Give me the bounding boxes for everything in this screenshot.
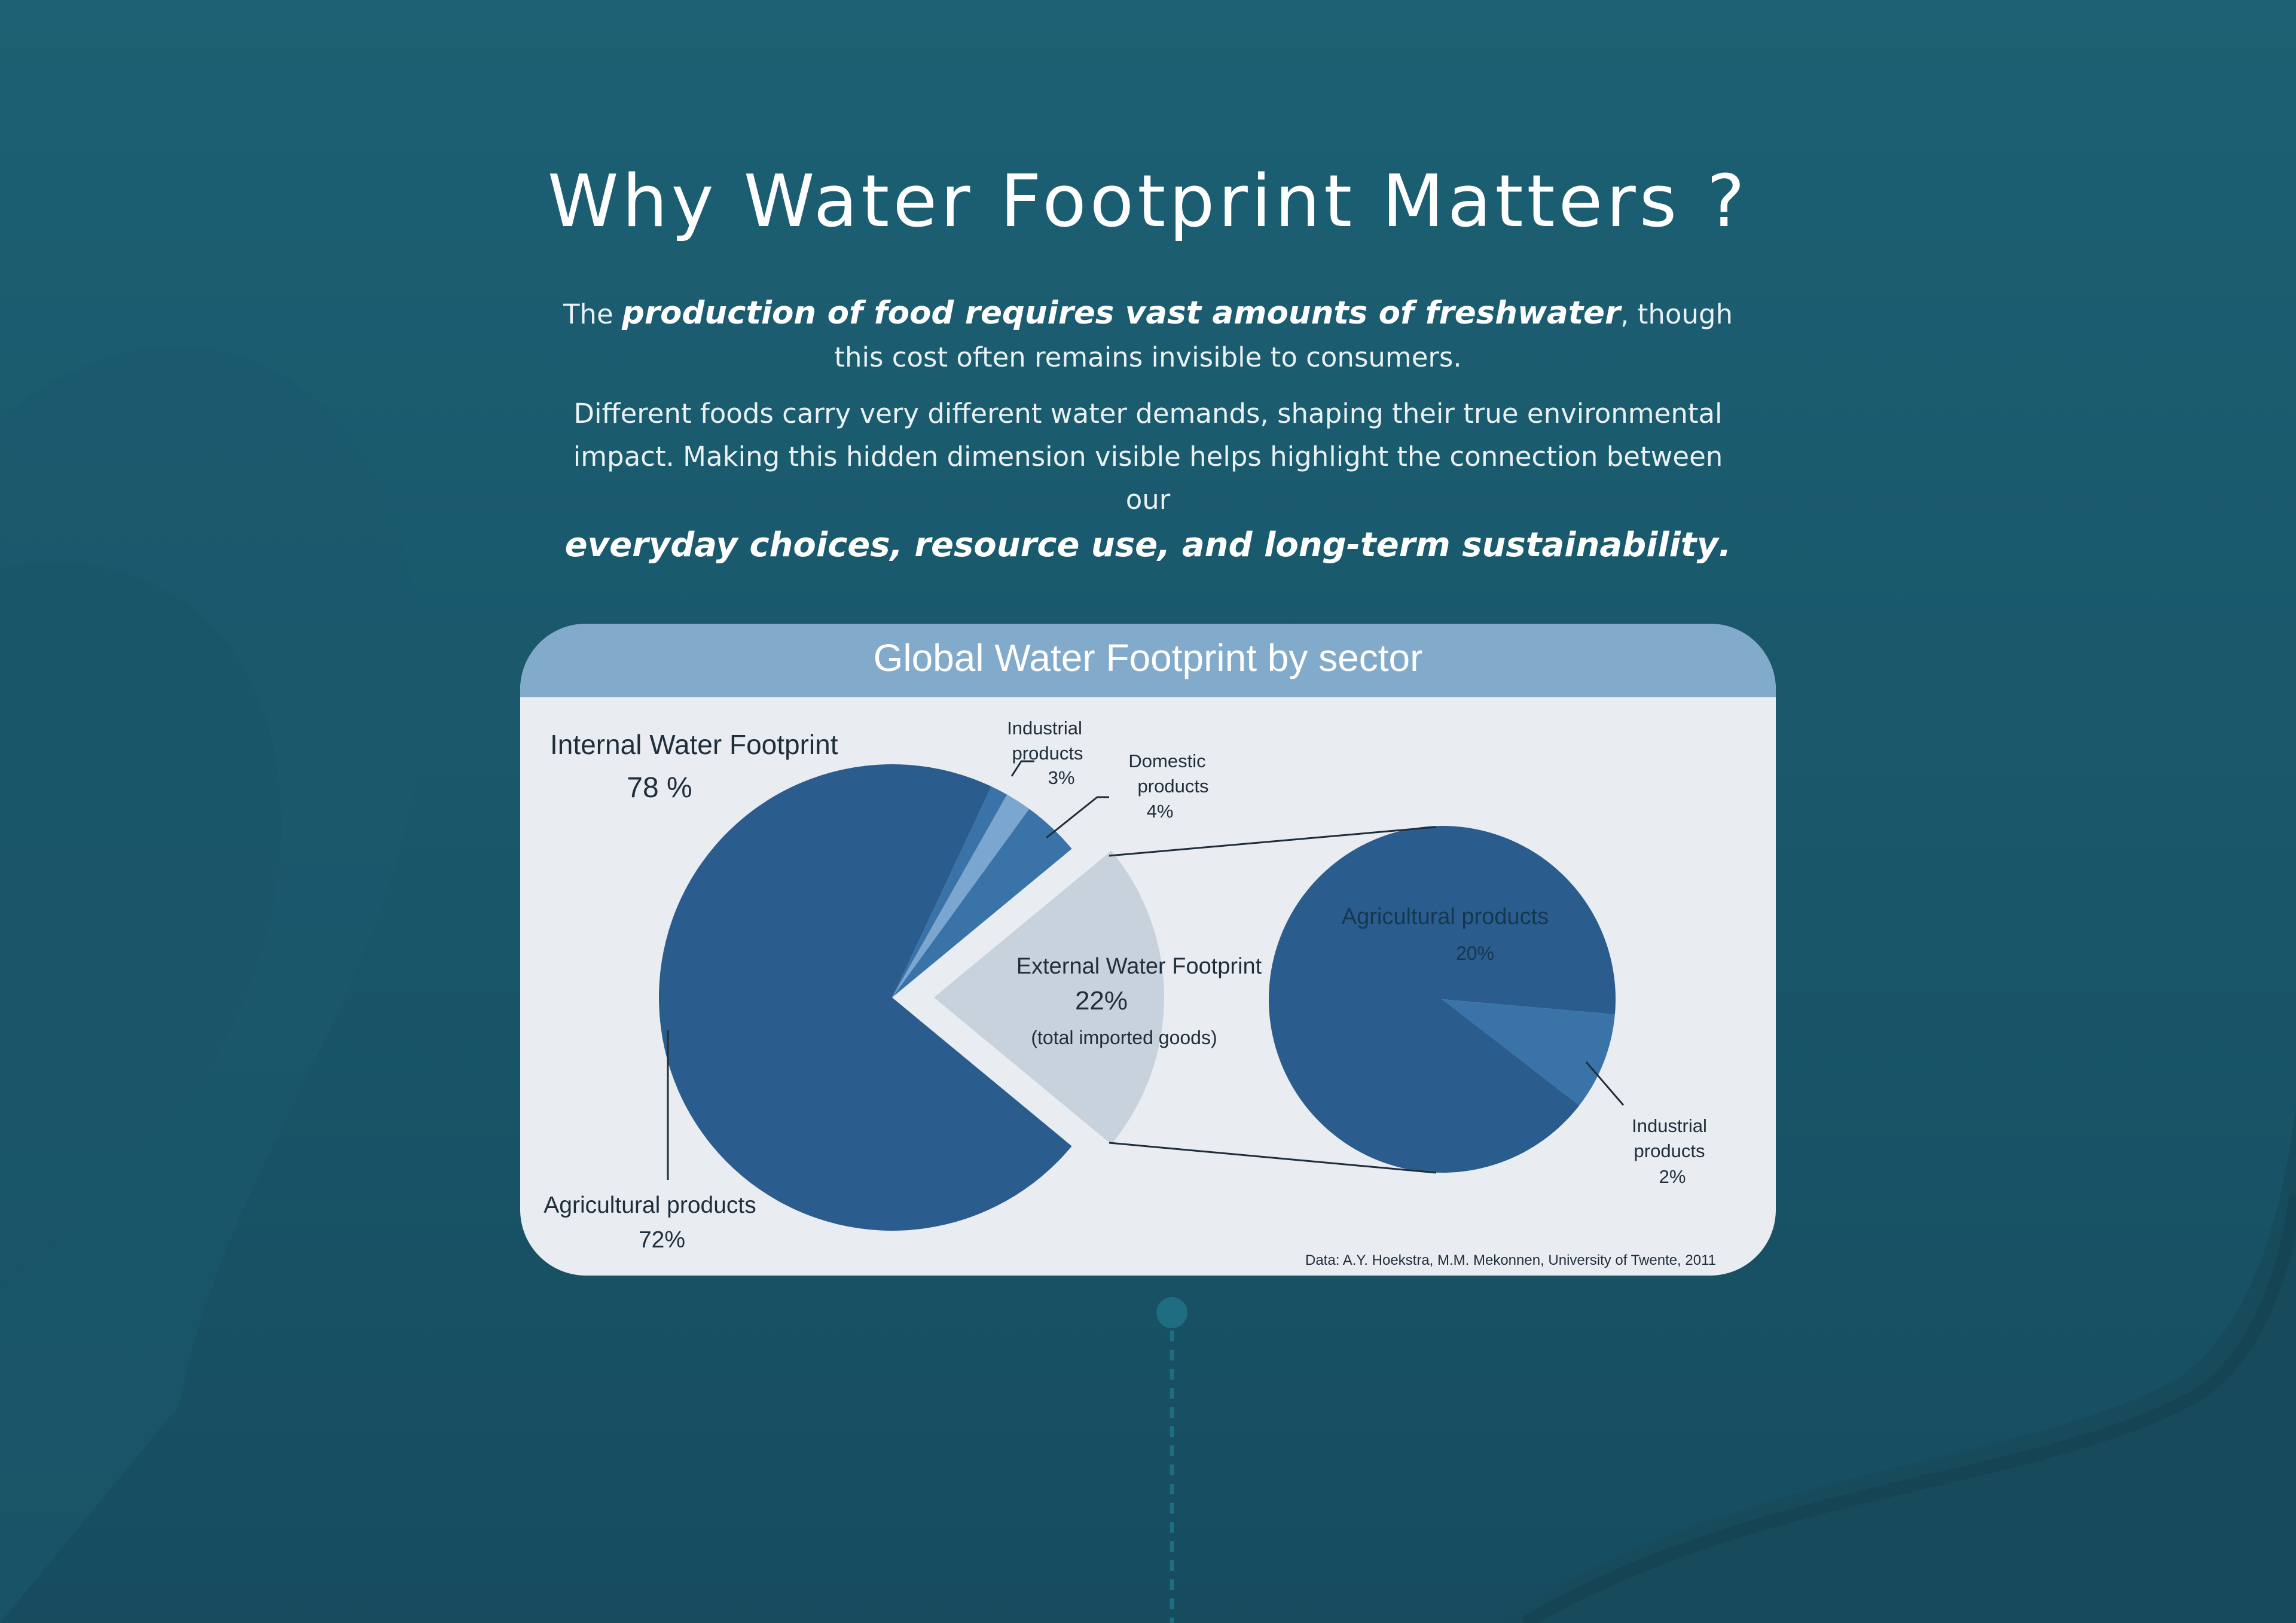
timeline-dot	[1156, 1297, 1187, 1328]
leader-lines	[667, 760, 1625, 1180]
domestic-label-pct: 4%	[1147, 801, 1174, 822]
zoom-line-top	[1109, 826, 1437, 857]
intro-emphasis-choices: everyday choices, resource use, and long…	[564, 526, 1719, 565]
intro-text-segment: , though this cost often remains invisib…	[834, 298, 1733, 373]
intro-text-segment: Different foods carry very different wat…	[573, 398, 1723, 515]
external-footprint-pct: 22%	[1075, 986, 1128, 1015]
zoom-line-bottom	[1109, 1142, 1437, 1174]
external-agricultural-pct: 20%	[1456, 942, 1494, 964]
industrial-label-line1: Industrial	[1007, 718, 1082, 739]
intro-paragraph-2: Different foods carry very different wat…	[550, 392, 1746, 569]
external-agricultural-label: Agricultural products	[1342, 904, 1549, 929]
chart-title: Global Water Footprint by sector	[873, 636, 1423, 679]
pie-slice-industrial-products	[892, 794, 1030, 997]
external-industrial-label-line1: Industrial	[1632, 1115, 1707, 1136]
intro-emphasis-production: production of food requires vast amounts…	[621, 295, 1621, 331]
pie-slice-agricultural-products	[659, 764, 1072, 1231]
intro-emphasis-period: .	[1718, 526, 1732, 565]
external-footprint-label: External Water Footprint	[1016, 954, 1262, 979]
domestic-label-line2: products	[1138, 776, 1209, 797]
data-source: Data: A.Y. Hoekstra, M.M. Mekonnen, Univ…	[1305, 1252, 1716, 1268]
domestic-label-line1: Domestic	[1128, 751, 1205, 771]
intro-text: The production of food requires vast amo…	[550, 292, 1746, 582]
breakdown-slice-industrial-products	[1442, 999, 1615, 1106]
background-wave-right-line	[1521, 1195, 2296, 1623]
pie-slice-external-footprint	[934, 850, 1164, 1145]
background-wave-right	[1495, 1106, 2296, 1623]
internal-footprint-label: Internal Water Footprint	[550, 729, 838, 760]
water-footprint-chart: Internal Water Footprint 78 % Industrial…	[544, 718, 1716, 1268]
intro-paragraph-1: The production of food requires vast amo…	[550, 292, 1746, 379]
leader-line-domestic	[1046, 796, 1109, 839]
external-industrial-label-line2: products	[1634, 1140, 1705, 1161]
industrial-label-pct: 3%	[1048, 767, 1075, 788]
internal-footprint-pct: 78 %	[627, 772, 692, 804]
agricultural-label: Agricultural products	[544, 1192, 756, 1218]
external-industrial-label-pct: 2%	[1659, 1166, 1686, 1187]
external-footprint-note: (total imported goods)	[1031, 1027, 1217, 1048]
chart-labels: Internal Water Footprint 78 % Industrial…	[544, 718, 1716, 1268]
timeline-connector	[1156, 1297, 1187, 1623]
pie-slice-industrial-products-edge	[892, 786, 1007, 997]
chart-card-header: Global Water Footprint by sector	[520, 624, 1776, 697]
pie-slice-domestic-products	[892, 809, 1072, 997]
industrial-label-line2: products	[1012, 743, 1083, 764]
intro-text-segment: The	[563, 298, 622, 330]
leader-line-external-industrial	[1585, 1061, 1625, 1106]
pie-slices-group	[659, 764, 1616, 1231]
background-wave-left-inner	[0, 562, 282, 1286]
page-title: Why Water Footprint Matters ?	[547, 160, 1749, 243]
breakdown-slice-agricultural-products	[1269, 826, 1616, 1173]
chart-card: Global Water Footprint by sector Interna…	[520, 624, 1776, 1276]
agricultural-label-pct: 72%	[639, 1227, 685, 1253]
leader-line-industrial	[1010, 760, 1034, 777]
